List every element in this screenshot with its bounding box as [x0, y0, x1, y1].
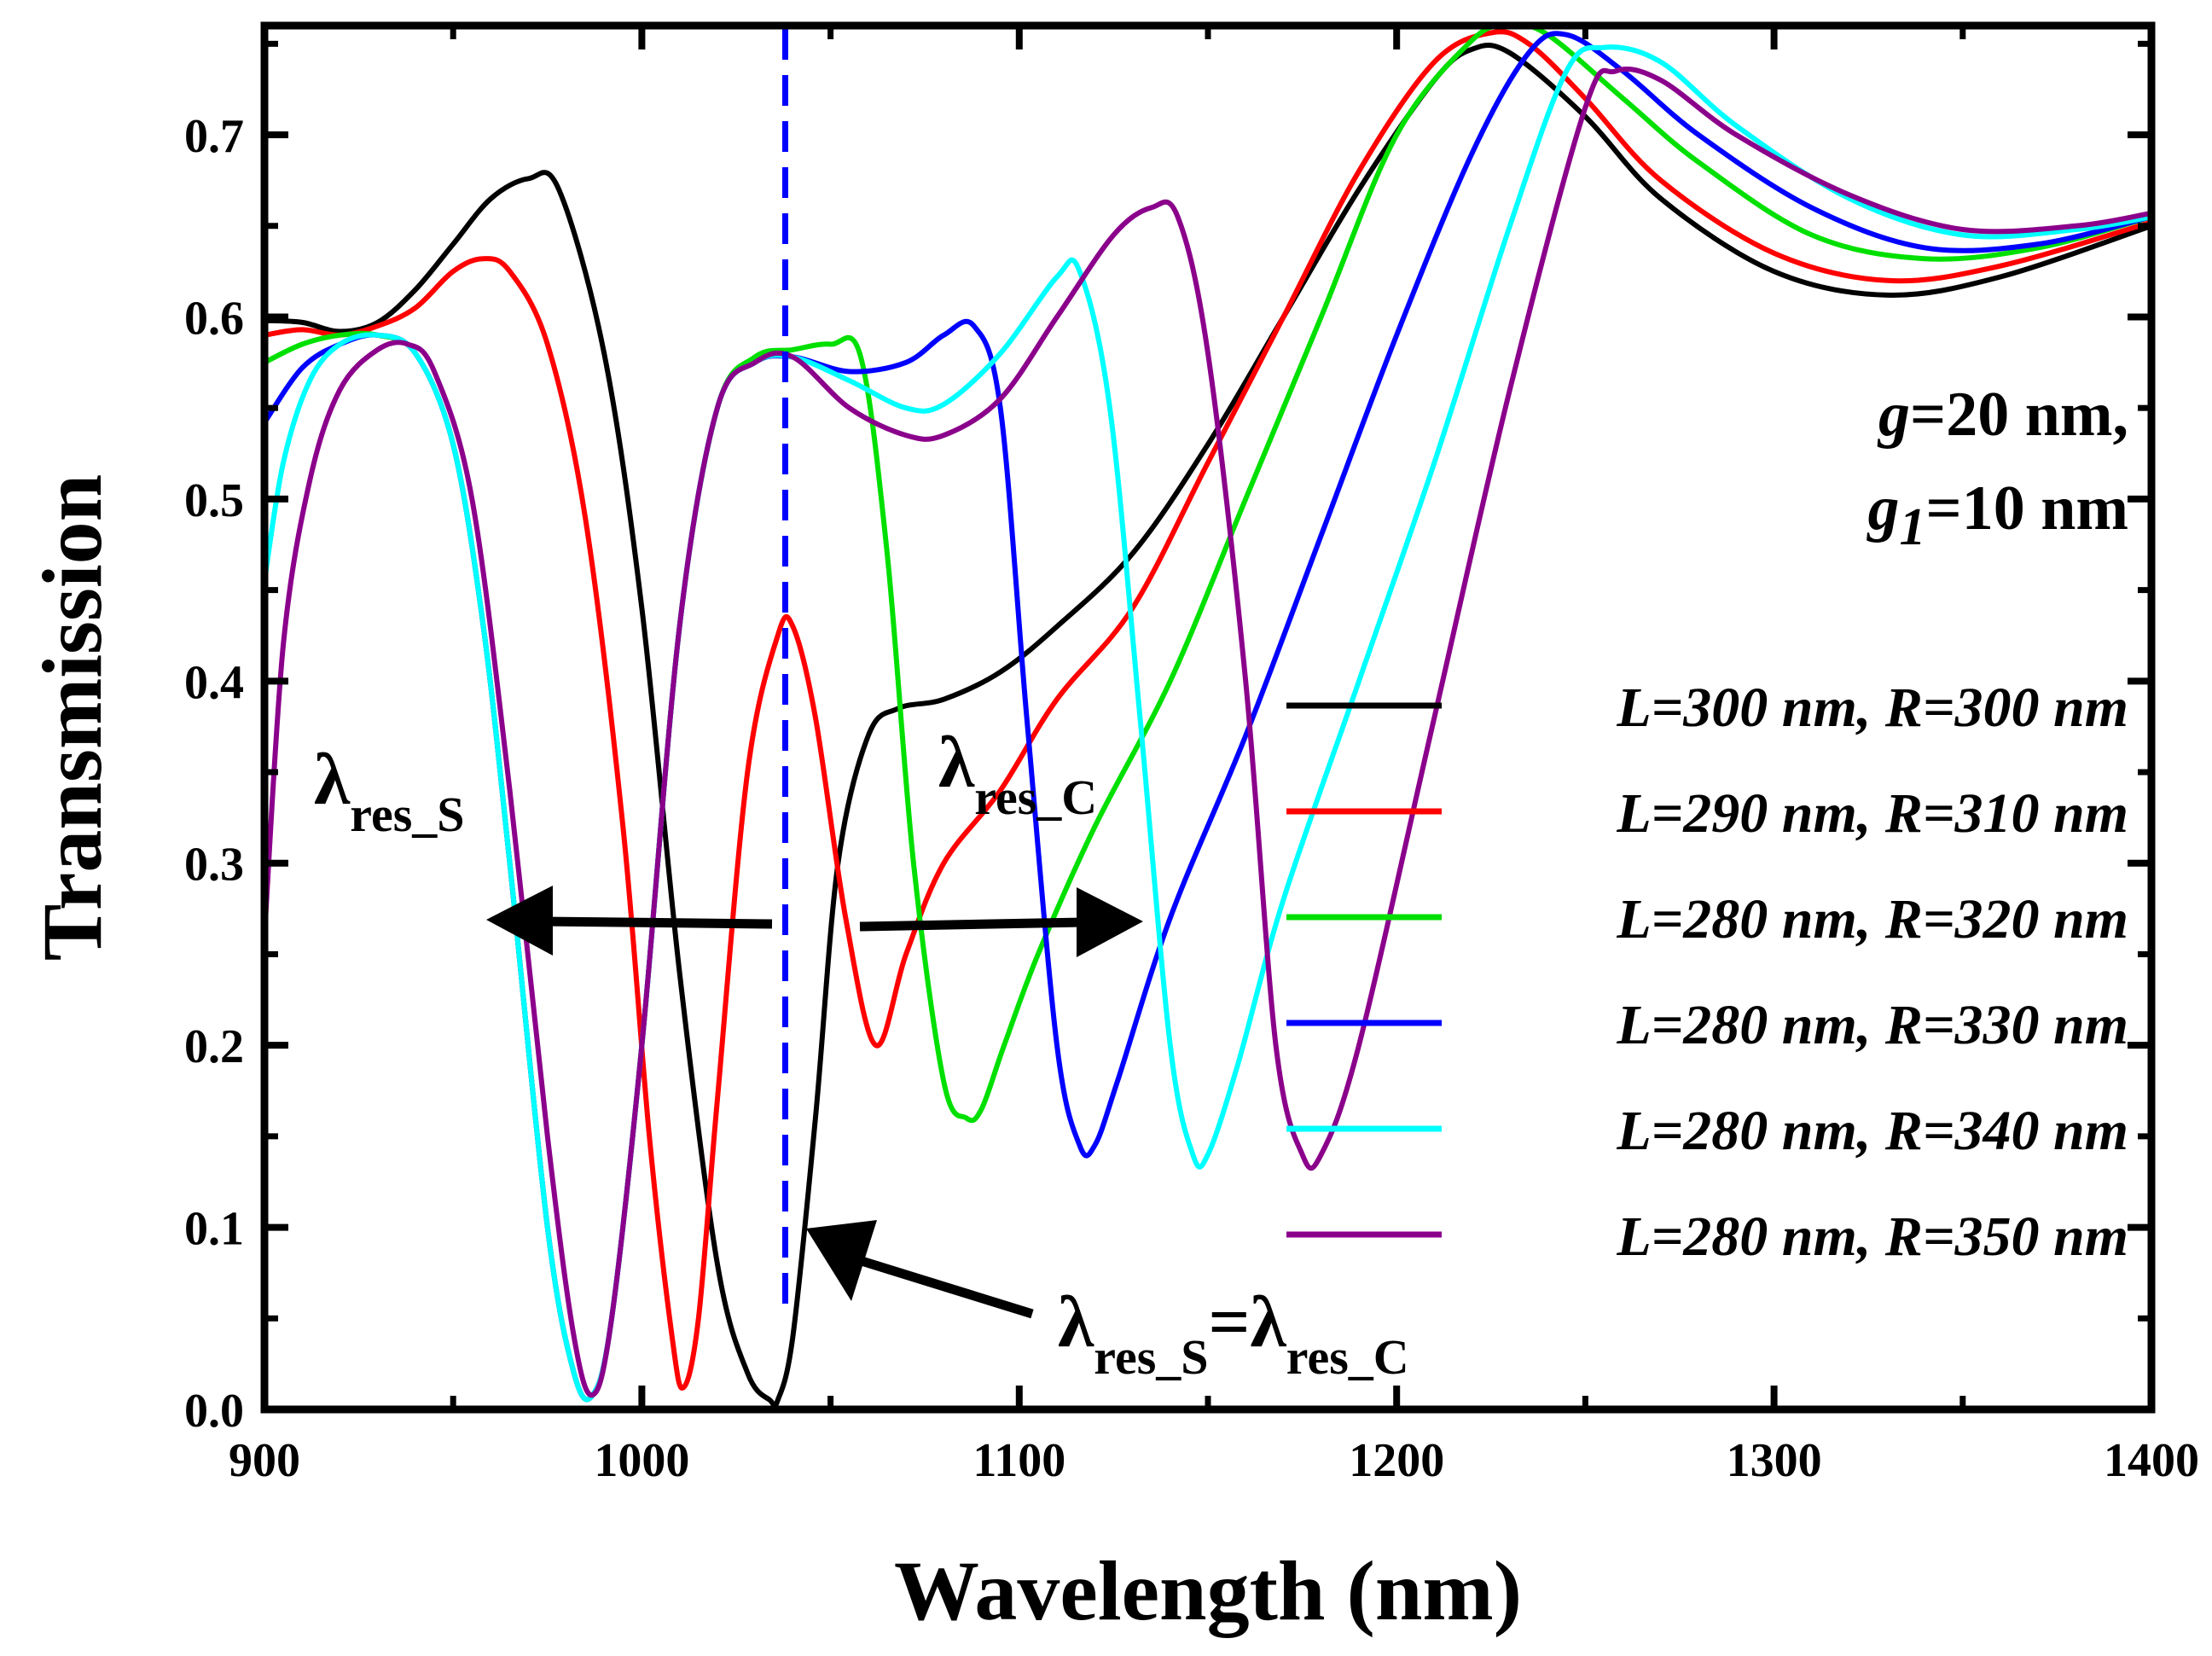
param-g1-value: =10 nm [1926, 474, 2128, 543]
y-tick-label: 0.4 [184, 656, 244, 709]
param-g1-symbol: g [1867, 474, 1900, 543]
x-tick-label: 1200 [1349, 1434, 1444, 1487]
y-tick-label: 0.5 [184, 474, 244, 527]
lambda-subscript: res_S [350, 787, 464, 842]
series-line-5 [264, 44, 2151, 1403]
param-g-symbol: g [1877, 380, 1910, 450]
x-tick-label: 1100 [972, 1434, 1065, 1487]
y-tick-label: 0.0 [184, 1385, 244, 1438]
legend-label: L=280 nm, R=340 nm [1616, 1100, 2128, 1162]
arrow-left-shift [486, 886, 773, 956]
x-tick-label: 1400 [2104, 1434, 2199, 1487]
lambda-subscript: res_S [1094, 1329, 1208, 1385]
lambda-res-c-label: λres_C [938, 721, 1097, 825]
y-axis-title: Transmission [25, 474, 119, 962]
legend: L=300 nm, R=300 nm L=290 nm, R=310 nm L=28… [1286, 677, 2128, 1268]
series-line-2 [264, 29, 2151, 1391]
arrow-right-shift [859, 887, 1143, 957]
y-tick-label: 0.3 [184, 839, 244, 892]
lambda-res-s-label: λres_S [314, 738, 465, 842]
series-line-1 [264, 42, 2151, 1409]
series-line-6 [264, 67, 2151, 1398]
x-axis-title: Wavelength (nm) [894, 1543, 1522, 1638]
x-tick-label: 900 [229, 1434, 300, 1487]
param-g1-subscript: 1 [1900, 498, 1926, 556]
y-tick-label: 0.6 [184, 292, 244, 345]
param-g-value: =20 nm, [1910, 380, 2128, 450]
lambda-symbol: λ [1251, 1281, 1287, 1363]
y-tick-label: 0.2 [184, 1020, 244, 1073]
y-axis-ticks: 0.0 0.1 0.2 0.3 0.4 0.5 0.6 0.7 [184, 40, 2151, 1438]
lambda-subscript: res_C [1286, 1329, 1409, 1385]
param-g-label: g=20 nm, [1877, 380, 2128, 450]
param-g1-label: g1=10 nm [1867, 474, 2128, 556]
x-tick-label: 1000 [594, 1434, 689, 1487]
legend-label: L=280 nm, R=320 nm [1616, 888, 2128, 950]
y-tick-label: 0.7 [184, 110, 244, 163]
lambda-symbol: λ [314, 738, 351, 820]
legend-label: L=280 nm, R=350 nm [1616, 1206, 2128, 1268]
legend-label: L=300 nm, R=300 nm [1616, 677, 2128, 739]
legend-label: L=280 nm, R=330 nm [1616, 994, 2128, 1056]
lambda-equal-label: λres_S=λres_C [1058, 1281, 1409, 1385]
x-tick-label: 1300 [1727, 1434, 1822, 1487]
equals-sign: = [1209, 1281, 1251, 1363]
lambda-symbol: λ [1058, 1281, 1094, 1363]
x-axis-ticks: 900 1000 1100 1200 1300 1400 [229, 26, 2199, 1487]
legend-label: L=290 nm, R=310 nm [1616, 782, 2128, 845]
lambda-symbol: λ [938, 721, 975, 803]
y-tick-label: 0.1 [184, 1203, 244, 1256]
arrow-to-coincidence [806, 1220, 1034, 1319]
lambda-subscript: res_C [974, 770, 1097, 825]
